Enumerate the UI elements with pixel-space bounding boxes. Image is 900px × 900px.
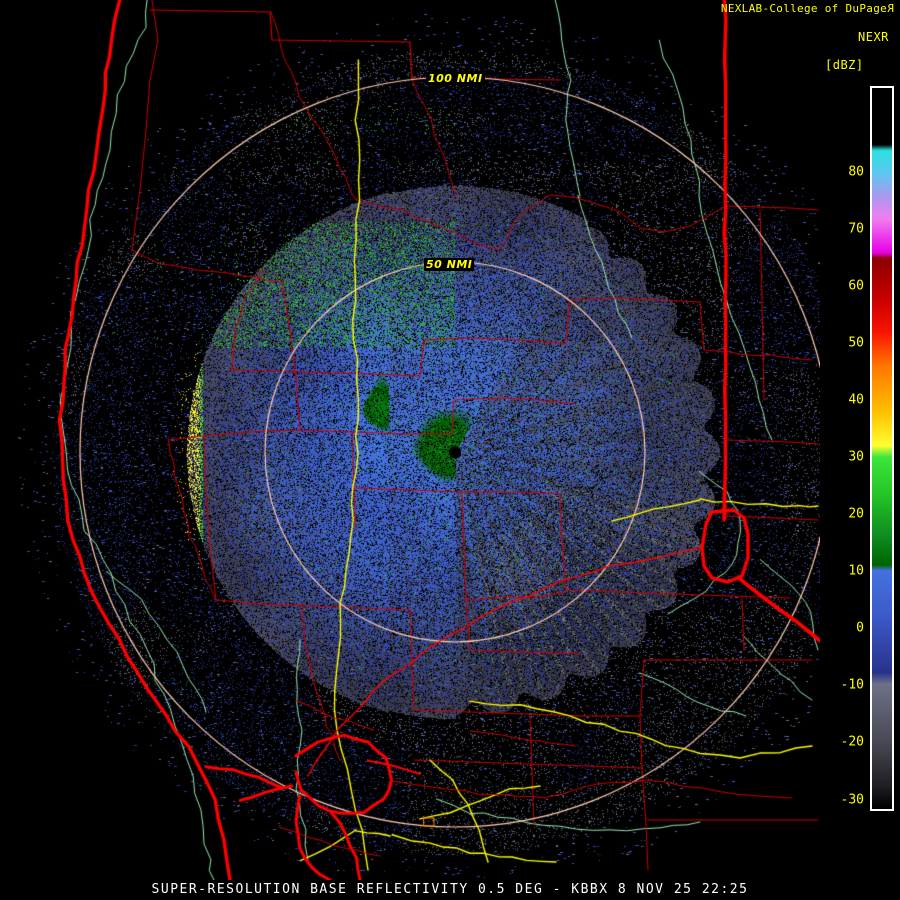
color-scale-tick-10: 10 — [848, 563, 864, 579]
radar-echo-canvas[interactable] — [0, 0, 820, 880]
color-scale-tick-minus20: -20 — [840, 734, 864, 750]
range-ring-label-100nmi: 100 NMI — [426, 72, 485, 85]
flipped-r-icon: R — [887, 2, 894, 15]
color-scale-title: NEXR — [858, 30, 889, 44]
product-status-bar: SUPER-RESOLUTION BASE REFLECTIVITY 0.5 D… — [151, 882, 749, 897]
color-scale-tick-minus10: -10 — [840, 677, 864, 693]
color-scale-tick-0: 0 — [856, 620, 864, 636]
color-scale-tick-80: 80 — [848, 164, 864, 180]
color-scale-gradient — [872, 88, 892, 809]
color-scale-tick-60: 60 — [848, 278, 864, 294]
color-scale-tick-40: 40 — [848, 392, 864, 408]
reflectivity-color-scale: NEXR [dBZ] 80 70 60 50 40 30 20 10 0 -10 -20 -30 — [822, 0, 900, 880]
color-scale-tick-20: 20 — [848, 506, 864, 522]
color-scale-tick-30: 30 — [848, 449, 864, 465]
color-scale-tick-minus30: -30 — [840, 792, 864, 808]
range-ring-label-50nmi: 50 NMI — [424, 258, 475, 271]
provider-credit: NEXLAB-College of DuPageR — [721, 2, 894, 15]
provider-credit-text: NEXLAB-College of DuPage — [720, 2, 888, 15]
color-scale-tick-70: 70 — [848, 221, 864, 237]
color-scale-bar — [870, 86, 894, 811]
color-scale-units: [dBZ] — [825, 58, 864, 72]
color-scale-tick-50: 50 — [848, 335, 864, 351]
radar-map-stage[interactable] — [0, 0, 820, 880]
